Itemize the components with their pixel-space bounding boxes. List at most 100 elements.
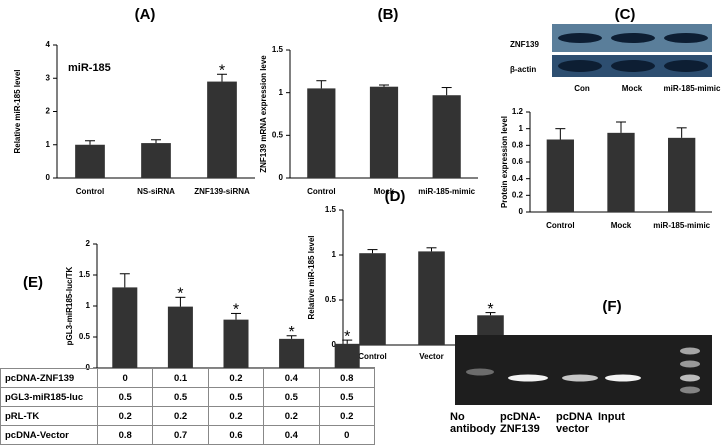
blot-row-label: ZNF139 [510,40,539,49]
gel-lane-label: pcDNA- [500,411,541,423]
gel-image [455,335,712,405]
table-cell: pGL3-miR185-luc [0,387,98,407]
y-tick-label: 0 [46,173,51,182]
y-tick-label: 0.5 [272,130,284,139]
y-axis-label: Relative miR-185 level [13,69,22,153]
table-row: pcDNA-Vector 0.8 0.7 0.6 0.4 0 [0,425,376,445]
y-tick-label: 0 [279,173,284,182]
y-tick-label: 2 [46,107,51,116]
table-cell: 0.1 [152,368,209,388]
y-tick-label: 0.5 [325,295,337,304]
table-row: pcDNA-ZNF139 0 0.1 0.2 0.4 0.8 [0,368,376,388]
table-cell: 0 [96,368,154,388]
y-tick-label: 0.5 [79,332,91,341]
gel-band [562,374,598,382]
error-bar [85,140,95,145]
error-bar [231,312,241,320]
y-tick-label: 0.2 [512,190,524,199]
gel-band [466,368,494,376]
error-bar [367,249,378,254]
bar [112,287,138,368]
y-tick-label: 1 [86,301,91,310]
x-tick-label: Mock [611,221,632,230]
blot-lane-label: Con [574,84,590,93]
table-cell: pRL-TK [0,406,98,426]
table-cell: 0.5 [263,387,320,407]
error-bar [485,312,496,316]
gel-lane-label: ZNF139 [500,423,540,435]
condition-table: pcDNA-ZNF139 0 0.1 0.2 0.4 0.8 pGL3-miR185-luc… [0,368,376,445]
gel-band [680,386,700,394]
error-bar [316,80,327,89]
bar [359,253,386,345]
table-cell: 0.5 [318,387,376,407]
error-bar [555,128,566,140]
panel-title: (B) [378,6,399,23]
table-cell: 0.8 [318,368,376,388]
y-axis-label: pGL3-miR185-luc/TK [65,266,74,345]
table-cell: 0.5 [96,387,154,407]
bar [369,86,399,178]
x-tick-label: Control [358,352,386,361]
y-tick-label: 3 [46,73,51,82]
error-bar [441,87,452,96]
gel-band [508,374,548,382]
x-tick-label: NS-siRNA [137,187,175,196]
y-axis-label: Relative miR-185 level [307,235,316,319]
gel-band [680,374,700,382]
blot-band [558,33,602,43]
error-bar [119,273,130,288]
bar [75,144,105,178]
y-tick-label: 1 [279,88,284,97]
error-bar [676,127,687,138]
x-tick-label: Control [307,187,335,196]
error-bar [616,121,626,133]
gel-band [680,347,700,355]
blot-lane-label: Mock [622,84,643,93]
panel-title: (E) [23,274,43,291]
x-tick-label: Control [546,221,574,230]
y-tick-label: 1 [46,140,51,149]
error-bar [342,339,353,344]
blot-band [664,60,708,72]
panel-title: (D) [385,188,406,205]
x-tick-label: ZNF139-siRNA [194,187,250,196]
table-cell: 0.5 [207,387,265,407]
y-tick-label: 0.4 [512,174,524,183]
table-cell: 0.4 [263,368,320,388]
x-tick-label: Control [76,187,104,196]
bar [607,132,635,212]
error-bar [379,84,389,87]
bar [668,137,696,212]
blot-band [558,60,602,72]
panel-title: (F) [602,298,621,315]
y-tick-label: 1 [519,124,524,133]
table-cell: 0 [318,425,376,445]
y-tick-label: 4 [46,40,51,49]
table-cell: 0.7 [152,425,209,445]
significance-marker: * [288,324,294,341]
error-bar [175,296,186,307]
blot-lane-label: miR-185-mimic [664,84,721,93]
table-cell: 0.2 [207,368,265,388]
error-bar [426,247,437,252]
bar [546,139,574,212]
table-cell: 0.6 [207,425,265,445]
y-tick-label: 0 [86,363,91,372]
y-axis-label: ZNF139 mRNA expression leve [259,55,268,173]
y-tick-label: 1.5 [325,205,337,214]
blot-band [611,60,655,72]
gel-band [680,360,700,368]
significance-marker: * [487,301,493,318]
y-tick-label: 1.5 [272,45,284,54]
table-row: pRL-TK 0.2 0.2 0.2 0.2 0.2 [0,406,376,426]
panel-title: (C) [615,6,636,23]
y-tick-label: 0 [332,340,337,349]
y-tick-label: 0.8 [512,140,524,149]
x-tick-label: miR-185-mimic [653,221,710,230]
y-tick-label: 1.5 [79,270,91,279]
table-row: pGL3-miR185-luc 0.5 0.5 0.5 0.5 0.5 [0,387,376,407]
error-bar [217,73,227,82]
